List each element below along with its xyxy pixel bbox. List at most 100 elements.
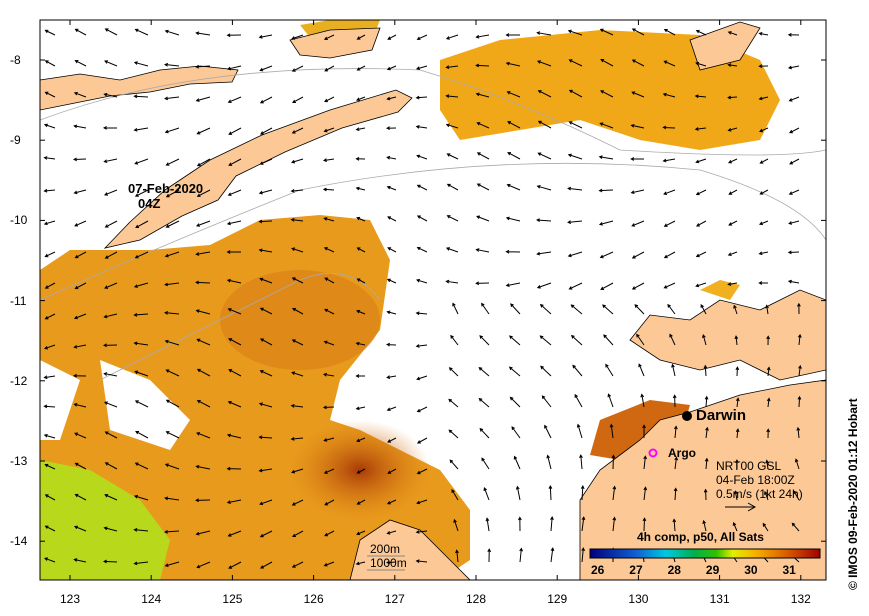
latitude-tick-label: -9 bbox=[10, 133, 21, 148]
map-border bbox=[39, 19, 827, 581]
current-arrow-icon bbox=[355, 156, 366, 161]
current-arrow-icon bbox=[226, 499, 242, 504]
current-arrow-icon bbox=[74, 251, 87, 259]
current-arrow-icon bbox=[259, 127, 273, 135]
current-arrow-icon bbox=[133, 494, 149, 501]
current-arrow-icon bbox=[356, 216, 366, 222]
current-arrow-icon bbox=[73, 525, 87, 532]
longitude-tick-label: 124 bbox=[141, 592, 162, 606]
current-arrow-icon bbox=[598, 155, 614, 160]
current-arrow-icon bbox=[759, 189, 769, 195]
current-arrow-icon bbox=[102, 343, 118, 348]
current-arrow-icon bbox=[669, 333, 676, 346]
current-arrow-icon bbox=[44, 60, 56, 67]
current-arrow-icon bbox=[164, 127, 180, 134]
current-arrow-icon bbox=[448, 398, 459, 408]
current-arrow-icon bbox=[600, 59, 614, 67]
contour-legend bbox=[367, 555, 405, 571]
current-arrow-icon bbox=[695, 189, 707, 196]
current-arrow-icon bbox=[44, 463, 56, 470]
current-arrow-icon bbox=[74, 282, 87, 290]
current-arrow-icon bbox=[599, 122, 614, 129]
current-arrow-icon bbox=[673, 487, 678, 501]
timor-island bbox=[103, 89, 413, 249]
current-arrow-icon bbox=[642, 517, 647, 532]
latitude-tick-label: -13 bbox=[10, 454, 28, 468]
current-arrow-icon bbox=[481, 457, 490, 470]
current-arrow-icon bbox=[727, 63, 738, 67]
colorbar-tick-label: 30 bbox=[744, 563, 758, 577]
colorbar-title: 4h comp, p50, All Sats bbox=[637, 530, 764, 544]
current-arrow-icon bbox=[631, 28, 645, 36]
current-arrow-icon bbox=[667, 303, 676, 315]
currents-scale: 0.5m/s (1kt 24h) bbox=[716, 487, 803, 501]
latitude-tick-label: -14 bbox=[10, 534, 28, 549]
current-arrow-icon bbox=[226, 433, 242, 439]
current-arrow-icon bbox=[758, 281, 769, 285]
current-arrow-icon bbox=[195, 464, 211, 470]
current-arrow-icon bbox=[292, 308, 304, 315]
current-arrow-icon bbox=[415, 124, 428, 129]
colorbar-tick-label: 27 bbox=[629, 563, 643, 577]
current-arrow-icon bbox=[386, 499, 397, 505]
current-arrow-icon bbox=[258, 435, 273, 440]
current-arrow-icon bbox=[446, 153, 459, 160]
current-arrow-icon bbox=[134, 189, 149, 197]
depth-contours bbox=[40, 68, 826, 381]
current-arrow-icon bbox=[292, 530, 304, 537]
current-arrow-icon bbox=[164, 529, 180, 534]
current-arrow-icon bbox=[387, 216, 397, 222]
current-arrow-icon bbox=[73, 91, 87, 98]
current-arrow-icon bbox=[672, 518, 677, 532]
current-arrow-icon bbox=[355, 561, 366, 566]
current-arrow-icon bbox=[291, 127, 304, 134]
current-arrow-icon bbox=[74, 59, 87, 67]
current-arrow-icon bbox=[536, 251, 552, 256]
current-arrow-icon bbox=[226, 466, 242, 471]
current-arrow-icon bbox=[228, 127, 242, 135]
current-arrow-icon bbox=[703, 364, 708, 377]
land bbox=[40, 21, 826, 580]
current-arrow-icon bbox=[576, 423, 583, 439]
current-arrow-icon bbox=[662, 125, 676, 130]
current-arrow-icon bbox=[104, 431, 118, 439]
current-arrow-icon bbox=[609, 423, 614, 439]
current-arrow-icon bbox=[356, 278, 366, 284]
current-arrow-icon bbox=[727, 127, 738, 132]
flores-islands bbox=[40, 65, 239, 111]
current-arrow-icon bbox=[195, 31, 211, 36]
current-arrow-icon bbox=[452, 302, 459, 315]
current-arrow-icon bbox=[103, 313, 118, 319]
latitude-tick-label: -12 bbox=[10, 373, 28, 388]
current-arrow-icon bbox=[258, 468, 273, 473]
current-arrow-icon bbox=[630, 157, 645, 161]
current-arrow-icon bbox=[511, 426, 521, 439]
current-arrow-icon bbox=[787, 279, 800, 284]
current-arrow-icon bbox=[541, 395, 552, 408]
current-arrow-icon bbox=[195, 530, 211, 536]
current-arrow-icon bbox=[416, 278, 428, 284]
current-arrow-icon bbox=[509, 335, 521, 346]
current-arrow-icon bbox=[446, 215, 459, 222]
current-arrow-icon bbox=[479, 427, 490, 439]
current-arrow-icon bbox=[73, 157, 87, 162]
current-arrow-icon bbox=[134, 158, 149, 165]
current-arrow-icon bbox=[416, 184, 428, 191]
current-arrow-icon bbox=[386, 342, 397, 347]
current-arrow-icon bbox=[195, 309, 211, 315]
current-arrow-icon bbox=[794, 458, 800, 470]
current-arrow-icon bbox=[164, 251, 180, 258]
axis-ticks bbox=[40, 20, 826, 580]
current-arrow-icon bbox=[695, 29, 707, 36]
current-arrow-icon bbox=[605, 363, 614, 377]
current-arrow-icon bbox=[104, 282, 118, 289]
current-arrow-icon bbox=[735, 366, 740, 377]
current-arrow-icon bbox=[728, 158, 738, 164]
current-arrow-icon bbox=[602, 304, 614, 315]
current-arrow-icon bbox=[570, 304, 583, 315]
current-arrow-icon bbox=[455, 549, 459, 563]
current-arrow-icon bbox=[603, 334, 614, 346]
current-arrow-icon bbox=[133, 282, 149, 288]
current-arrow-icon bbox=[759, 127, 769, 133]
tanimbar-islands bbox=[689, 21, 761, 71]
